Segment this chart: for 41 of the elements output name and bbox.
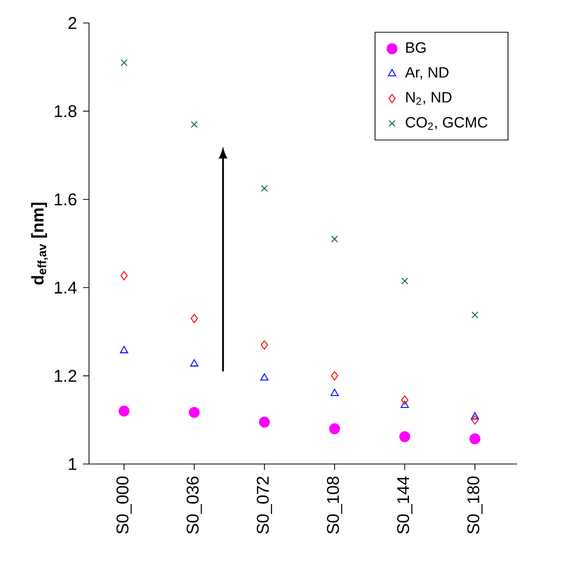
x-tick-label: S0_180 bbox=[467, 476, 483, 534]
y-axis-title: d$_{eff,av}$ [nm] bbox=[31, 202, 48, 285]
y-tick-label: 1.8 bbox=[54, 105, 76, 118]
legend-label: N$_{2}$, ND bbox=[406, 92, 452, 105]
point bbox=[188, 406, 200, 418]
legend-label: Ar, ND bbox=[405, 67, 448, 80]
y-tick-label: 1.2 bbox=[54, 370, 76, 382]
point bbox=[471, 415, 478, 425]
point bbox=[400, 400, 409, 408]
point bbox=[190, 359, 198, 366]
point bbox=[329, 423, 340, 434]
y-tick-label: 1.6 bbox=[54, 193, 76, 206]
point bbox=[331, 236, 338, 243]
point bbox=[330, 388, 339, 396]
point bbox=[260, 340, 268, 350]
x-tick-label: S0_144 bbox=[397, 476, 412, 534]
x-tick-label: S0_072 bbox=[256, 476, 272, 534]
point bbox=[260, 184, 268, 192]
point bbox=[401, 278, 408, 284]
x-tick-label: S0_000 bbox=[116, 476, 132, 534]
point bbox=[260, 373, 268, 381]
point bbox=[470, 412, 479, 420]
y-tick-label: 2 bbox=[68, 17, 76, 29]
point bbox=[120, 59, 128, 66]
x-tick-label: S0_108 bbox=[326, 476, 342, 534]
x-tick-label: S0_036 bbox=[186, 476, 202, 534]
point bbox=[401, 395, 408, 405]
point bbox=[120, 271, 128, 280]
point bbox=[120, 346, 128, 354]
legend-label: BG bbox=[406, 42, 426, 53]
point bbox=[399, 431, 410, 442]
point bbox=[190, 121, 198, 128]
y-tick-label: 1 bbox=[68, 458, 76, 470]
point bbox=[190, 314, 198, 324]
point bbox=[118, 406, 130, 417]
point bbox=[330, 371, 338, 380]
y-tick-label: 1.4 bbox=[54, 282, 77, 294]
point bbox=[258, 416, 270, 428]
point bbox=[471, 312, 478, 318]
legend-label: CO$_{2}$, GCMC bbox=[406, 116, 488, 130]
point bbox=[469, 433, 480, 444]
